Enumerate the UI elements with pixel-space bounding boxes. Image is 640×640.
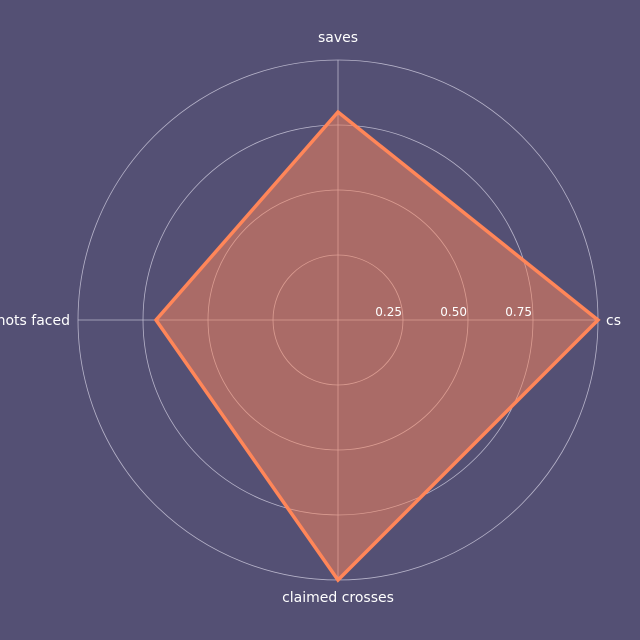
- r-tick-label: 0.25: [375, 305, 402, 319]
- category-label: claimed crosses: [282, 590, 394, 606]
- radar-series: [153, 109, 601, 583]
- series-area: [156, 112, 598, 580]
- r-tick-label: 0.50: [440, 305, 467, 319]
- r-tick-label: 0.75: [505, 305, 532, 319]
- category-label: saves: [318, 30, 358, 46]
- category-label: cs: [606, 313, 621, 329]
- series-line: [153, 109, 601, 583]
